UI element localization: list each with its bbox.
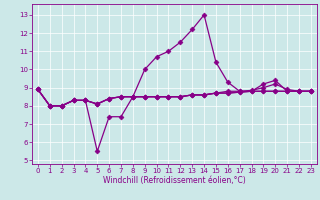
X-axis label: Windchill (Refroidissement éolien,°C): Windchill (Refroidissement éolien,°C)	[103, 176, 246, 185]
